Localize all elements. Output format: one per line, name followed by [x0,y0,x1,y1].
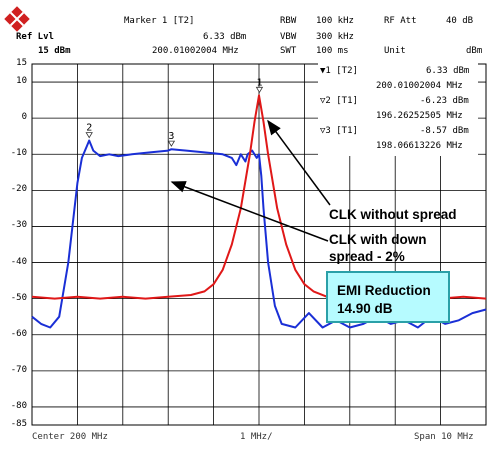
marker-triangle [85,132,93,139]
y-tick-label: -40 [10,256,27,267]
marker-3-freq: 198.06613226 MHz [376,141,463,151]
rbw-label: RBW [280,16,297,26]
marker-2-level: -6.23 dBm [420,96,469,106]
emi-reduction-box: EMI Reduction 14.90 dB [326,271,450,323]
marker-1-id: ▼1 [T2] [320,66,358,76]
clk-with-spread-label-2: spread - 2% [329,249,405,264]
clk-without-spread-label: CLK without spread [329,207,457,222]
y-tick-label: -50 [10,292,27,303]
ref-lvl-value: 15 dBm [38,46,71,56]
arrow-with-spread [170,181,329,242]
marker-level: 6.33 dBm [203,32,247,42]
marker-1-freq: 200.01002004 MHz [376,81,463,91]
marker-table: ▼1 [T2] 6.33 dBm 200.01002004 MHz ▽2 [T1… [318,62,478,156]
y-tick-label: -80 [10,400,27,411]
y-tick-label: 15 [16,58,27,68]
marker-3-level: -8.57 dBm [420,126,469,136]
marker-title: Marker 1 [T2] [124,16,195,26]
y-tick-label: -20 [10,184,27,195]
y-tick-label: -30 [10,220,27,231]
footer-div: 1 MHz/ [240,432,273,442]
emi-reduction-value: 14.90 dB [337,301,393,316]
marker-label: 3 [168,131,174,142]
vbw-value: 300 kHz [316,32,354,42]
marker-1-level: 6.33 dBm [426,66,470,76]
ref-lvl-label: Ref Lvl [16,32,54,42]
y-tick-label: 0 [21,112,27,123]
y-tick-label: 10 [16,76,27,87]
marker-2-freq: 196.26252505 MHz [376,111,463,121]
marker-2-id: ▽2 [T1] [320,96,358,106]
y-tick-label: -85 [10,419,27,429]
y-tick-label: -70 [10,364,27,375]
footer-center: Center 200 MHz [32,432,108,442]
rbw-value: 100 kHz [316,16,354,26]
unit-label: Unit [384,46,406,56]
rf-att-value: 40 dB [446,16,474,26]
y-tick-label: -60 [10,328,27,339]
rf-att-label: RF Att [384,16,417,26]
rohde-schwarz-logo [4,6,30,32]
marker-freq: 200.01002004 MHz [152,46,239,56]
marker-3-id: ▽3 [T1] [320,126,358,136]
vbw-label: VBW [280,32,297,42]
emi-reduction-title: EMI Reduction [337,283,431,298]
marker-triangle [167,140,176,147]
footer-span: Span 10 MHz [414,432,474,442]
swt-value: 100 ms [316,46,349,56]
arrow-without-spread [267,119,331,206]
unit-value: dBm [466,46,483,56]
marker-triangle [255,86,264,94]
marker-label: 1 [256,77,262,88]
swt-label: SWT [280,46,297,56]
clk-with-spread-label-1: CLK with down [329,232,427,247]
marker-label: 2 [86,123,92,134]
y-tick-label: -10 [10,148,27,159]
